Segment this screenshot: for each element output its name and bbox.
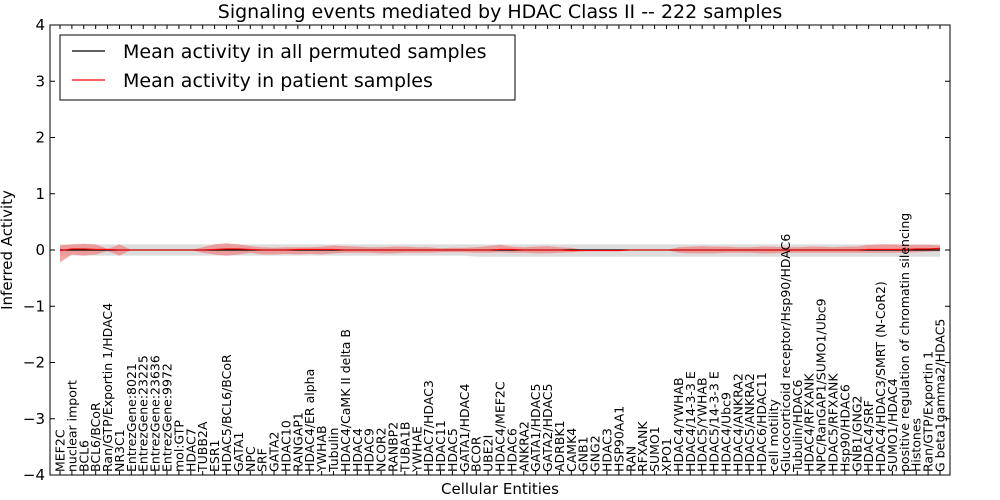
- x-tick-label: HDAC4/HDAC3/SMRT (N-CoR2): [873, 281, 888, 472]
- x-tick-label: EntrezGene:8021: [124, 363, 139, 472]
- x-tick-label: ADRBK1: [552, 420, 567, 472]
- x-tick-label: Tubulin/HDAC6: [790, 380, 805, 473]
- x-tick-label: HDAC9: [362, 428, 377, 472]
- x-tick-label: YWHAE: [409, 426, 424, 473]
- x-tick-label: GATA1: [231, 432, 246, 472]
- x-tick-label: Histones: [909, 418, 924, 472]
- x-tick-label: mol:GTP: [171, 420, 186, 472]
- x-tick-label: GNB1/GNG2: [849, 396, 864, 472]
- y-tick-label: 0: [35, 241, 45, 259]
- x-tick-label: EntrezGene:23225: [136, 355, 151, 472]
- x-tick-label: G beta1gamma2/HDAC5: [933, 319, 948, 472]
- x-tick-label: positive regulation of chromatin silenci…: [897, 213, 912, 472]
- x-tick-label: Ran/GTP/Exportin 1/HDAC4: [100, 303, 115, 472]
- chart-title: Signaling events mediated by HDAC Class …: [218, 1, 782, 23]
- x-tick-label: NCOR2: [374, 427, 389, 472]
- x-tick-label: UBE2I: [481, 435, 496, 472]
- x-tick-label: SRF: [255, 448, 270, 472]
- x-tick-label: cell motility: [766, 398, 781, 472]
- y-axis-label: Inferred Activity: [0, 190, 16, 310]
- x-tick-label: MEF2C: [53, 429, 68, 472]
- x-tick-label: HDAC5/YWHAB: [695, 377, 710, 472]
- x-tick-label: NPC/RanGAP1/SUMO1/Ubc9: [814, 298, 829, 472]
- legend-label-permuted: Mean activity in all permuted samples: [123, 41, 486, 63]
- x-tick-label: HDAC6/HDAC11: [754, 372, 769, 472]
- x-tick-label: HDAC4/14-3-3 E: [683, 371, 698, 472]
- x-tick-label: GNG2: [588, 435, 603, 472]
- y-tick-label: 1: [35, 185, 45, 203]
- x-tick-label: RFXANK: [635, 421, 650, 472]
- x-tick-label: HDAC6: [504, 428, 519, 472]
- x-tick-label: HDAC10: [278, 420, 293, 472]
- x-tick-label: HDAC5: [445, 428, 460, 472]
- y-tick-label: −1: [23, 297, 45, 315]
- band-series-1: [60, 243, 940, 263]
- x-tick-label: HSP90AA1: [611, 406, 626, 472]
- x-tick-label: NR3C1: [112, 429, 127, 472]
- x-tick-label: GNB1: [576, 436, 591, 472]
- x-tick-label: SUMO1: [647, 426, 662, 472]
- x-tick-label: HDAC4: [350, 428, 365, 472]
- legend-box: [59, 34, 516, 101]
- x-tick-label: HDAC3: [600, 428, 615, 472]
- x-tick-label: SUMO1/HDAC4: [885, 378, 900, 472]
- x-tick-label: GATA2/HDAC5: [540, 384, 555, 472]
- x-tick-label: ANKRA2: [516, 421, 531, 472]
- x-tick-label: XPO1: [659, 438, 674, 472]
- x-tick-label: GATA1/HDAC5: [528, 384, 543, 472]
- x-tick-label: RAN: [623, 446, 638, 472]
- y-tick-label: −4: [23, 466, 45, 484]
- x-axis-label: Cellular Entities: [441, 480, 559, 498]
- x-tick-label: nuclear import: [64, 380, 79, 472]
- y-tick-label: −3: [23, 410, 45, 428]
- x-tick-label: HDAC4/MEF2C: [493, 381, 508, 472]
- x-tick-label: EntrezGene:23636: [148, 355, 163, 472]
- y-tick-label: 3: [35, 72, 45, 90]
- x-tick-label: HDAC11: [433, 420, 448, 472]
- x-tick-label: HDAC7: [183, 428, 198, 472]
- x-tick-label: NPC: [243, 446, 258, 472]
- x-tick-label: BCL6/BCoR: [88, 402, 103, 472]
- x-tick-label: HDAC5/ANKRA2: [742, 373, 757, 472]
- y-tick-label: 4: [35, 16, 45, 34]
- x-tick-label: HDAC4/Ubc9: [718, 392, 733, 472]
- x-tick-label: HDAC4/RFXANK: [802, 373, 817, 472]
- x-tick-label: HDAC5/14-3-3 E: [707, 371, 722, 472]
- x-tick-label: EntrezGene:9972: [160, 363, 175, 472]
- x-tick-label: HDAC4/CaMK II delta B: [338, 329, 353, 472]
- x-tick-label: Ran/GTP/Exportin 1: [921, 351, 936, 472]
- x-tick-label: HDAC4/ANKRA2: [730, 373, 745, 472]
- x-tick-label: BCOR: [469, 436, 484, 472]
- x-tick-label: YWHAB: [314, 425, 329, 473]
- legend-label-patient: Mean activity in patient samples: [123, 70, 433, 92]
- x-tick-label: ESR1: [207, 440, 222, 472]
- x-tick-label: Tubulin: [326, 428, 341, 473]
- x-tick-label: HDAC4/ER alpha: [302, 369, 317, 472]
- x-tick-label: GATA1/HDAC4: [457, 383, 472, 472]
- y-tick-label: 2: [35, 129, 45, 147]
- legend: Mean activity in all permuted samples Me…: [59, 34, 516, 101]
- x-tick-label: TUBA1B: [397, 422, 412, 473]
- x-tick-label: Glucocorticoid receptor/Hsp90/HDAC6: [778, 234, 793, 472]
- x-tick-label: TUBB2A: [195, 421, 210, 473]
- series-line-1: [59, 247, 941, 252]
- x-tick-label: Hsp90/HDAC6: [837, 384, 852, 472]
- x-tick-label: HDAC5/RFXANK: [826, 373, 841, 472]
- x-tick-label: HDAC7/HDAC3: [421, 380, 436, 472]
- x-tick-label: HDAC4/YWHAB: [671, 377, 686, 472]
- x-tick-label: CAMK4: [564, 428, 579, 472]
- x-tick-label: HDAC5/BCL6/BCoR: [219, 354, 234, 472]
- x-tick-label: GATA2: [267, 432, 282, 472]
- y-tick-label: −2: [23, 354, 45, 372]
- x-tick-label: HDAC4/SRF: [861, 400, 876, 472]
- x-tick-label: BCL6: [76, 440, 91, 472]
- x-tick-label: RANBP2: [386, 422, 401, 472]
- x-tick-label: RANGAP1: [290, 412, 305, 472]
